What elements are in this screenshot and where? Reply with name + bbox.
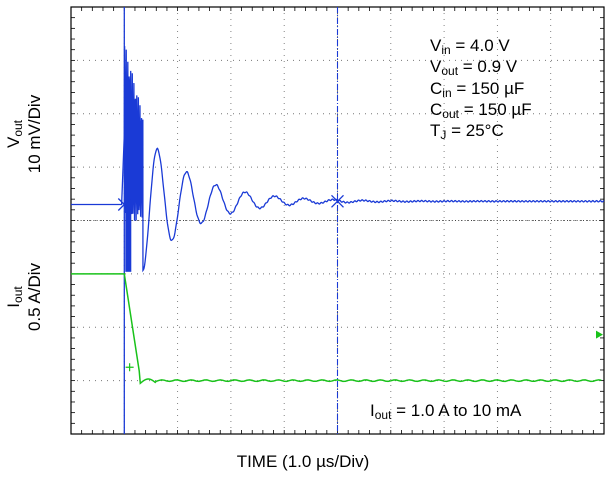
condition-vin: Vin = 4.0 V — [430, 36, 510, 57]
condition-vout: Vout = 0.9 V — [430, 57, 518, 79]
cursor-marker-end — [331, 194, 344, 208]
condition-cin: Cin = 150 µF — [430, 78, 525, 100]
vout-axis-label: Vout 10 mV/Div — [3, 74, 47, 194]
iout-reference-marker — [596, 330, 603, 339]
test-conditions: Vin = 4.0 V Vout = 0.9 V Cin = 150 µF Co… — [430, 35, 532, 141]
iout-cursor-marker — [125, 363, 134, 372]
traces — [71, 7, 605, 434]
cursor-marker-start — [117, 198, 131, 211]
vout-transient-spike — [125, 201, 132, 272]
condition-tj: TJ = 25°C — [430, 121, 504, 143]
iout-trace — [71, 273, 602, 385]
vout-scale-label: 10 mV/Div — [25, 94, 44, 174]
condition-cout: Cout = 150 µF — [430, 99, 532, 121]
iout-axis-label: Iout 0.5 A/Div — [3, 237, 47, 357]
load-step-annotation: Iout = 1.0 A to 10 mA — [370, 401, 522, 422]
vout-trace — [71, 46, 605, 273]
x-axis-label: TIME (1.0 µs/Div) — [236, 452, 370, 471]
iout-scale-label: 0.5 A/Div — [25, 262, 44, 332]
